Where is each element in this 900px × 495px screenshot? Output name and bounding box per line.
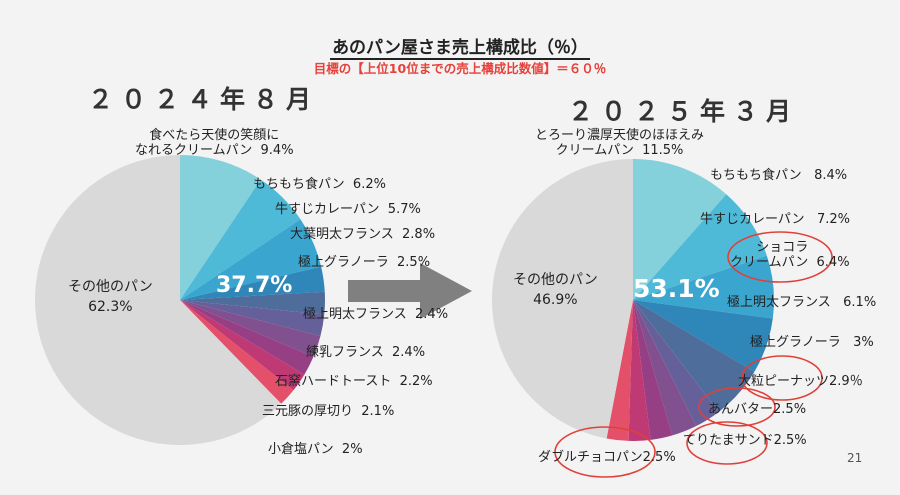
label-2025-7: あんバター2.5% — [708, 402, 807, 417]
pie-0-slice-0 — [180, 155, 261, 300]
label-2024-7: 石窯ハードトースト 2.2% — [275, 374, 433, 389]
pie-0-slice-9 — [180, 300, 294, 404]
pie-1-slice-8 — [628, 300, 651, 441]
label-2025-9: ダブルチョコパン2.5% — [538, 450, 676, 465]
label-2024-5: 極上明太フランス 2.4% — [303, 307, 449, 322]
label-2024-others: その他のパン 62.3% — [68, 279, 153, 315]
period-title-2025: ２０２５年３月 — [568, 97, 800, 126]
label-2025-3: ショコラ クリームパン 6.4% — [730, 240, 850, 270]
pie-1-slice-9 — [606, 300, 633, 441]
label-2025-2: 牛すじカレーパン 7.2% — [700, 212, 850, 227]
pie-0-slice-6 — [180, 300, 321, 357]
pie-1-slice-3 — [633, 300, 773, 372]
annotation-circle-1 — [741, 355, 823, 401]
label-2025-1: もちもち食パン 8.4% — [710, 168, 848, 183]
label-2025-others: その他のパン 46.9% — [513, 272, 598, 308]
label-2024-6: 練乳フランス 2.4% — [306, 345, 426, 360]
label-2024-4: 極上グラノーラ 2.5% — [298, 255, 431, 270]
label-2025-0: とろーり濃厚天使のほほえみ クリームパン 11.5% — [535, 128, 705, 158]
page-number: 21 — [847, 451, 863, 465]
chart-subtitle: 目標の【上位10位までの売上構成比数値】＝６０％ — [313, 61, 607, 76]
pie-0-slice-8 — [180, 300, 305, 391]
pie-1-slice-6 — [633, 300, 697, 436]
annotation-circle-4 — [554, 426, 656, 478]
pie-0-slice-5 — [180, 300, 325, 337]
center-label-2025: 53.1% — [633, 274, 720, 303]
pie-0-slice-7 — [180, 300, 314, 375]
right-arrow-icon — [348, 263, 472, 319]
pie-1-slice-1 — [633, 194, 767, 300]
pie-1-slice-7 — [633, 300, 673, 440]
period-title-2024: ２０２４年８月 — [88, 85, 320, 114]
pie-1-slice-0 — [633, 159, 727, 300]
label-2024-8: 三元豚の厚切り 2.1% — [262, 404, 395, 419]
label-2024-1: もちもち食パン 6.2% — [253, 177, 386, 192]
pie-0-slice-others — [34, 155, 282, 445]
pie-1-slice-others — [492, 159, 633, 439]
pie-1-slice-5 — [633, 300, 719, 427]
annotation-circle-2 — [698, 387, 776, 427]
label-2024-2: 牛すじカレーパン 5.7% — [275, 202, 421, 217]
pie-0-slice-2 — [180, 219, 322, 300]
label-2025-4: 極上明太フランス 6.1% — [727, 295, 877, 310]
center-label-2024: 37.7% — [216, 273, 293, 298]
pie-0-slice-1 — [180, 179, 301, 300]
label-2024-9: 小倉塩パン 2% — [268, 442, 363, 457]
label-2024-3: 大葉明太フランス 2.8% — [290, 227, 436, 242]
label-2025-6: 大粒ピーナッツ2.9％ — [738, 374, 863, 389]
pie-0-slice-4 — [180, 291, 325, 315]
label-2024-0: 食べたら天使の笑顔に なれるクリームパン 9.4% — [135, 128, 294, 158]
annotation-circle-0 — [727, 231, 833, 283]
chart-title: あのパン屋さま売上構成比（％） — [330, 38, 590, 60]
label-2025-5: 極上グラノーラ 3% — [750, 335, 874, 350]
pie-1-slice-4 — [633, 300, 755, 412]
pie-0-slice-3 — [180, 266, 325, 300]
annotation-circle-3 — [686, 421, 768, 465]
label-2025-8: てりたまサンド2.5% — [683, 433, 807, 448]
